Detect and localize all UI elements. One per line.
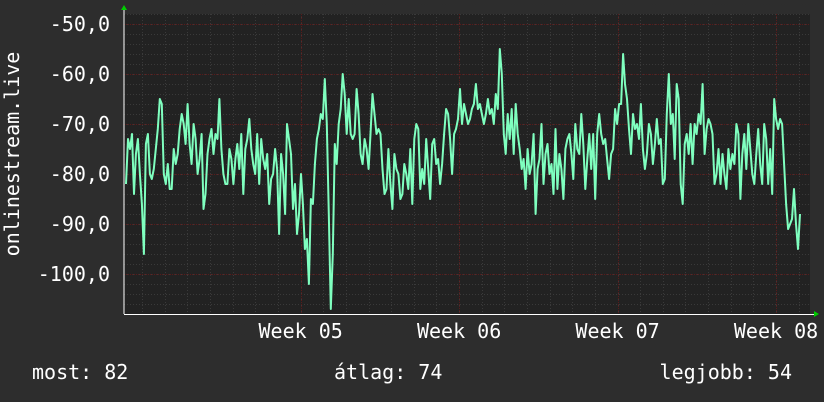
y-tick-label: -80,0: [50, 162, 110, 186]
y-tick-label: -50,0: [50, 12, 110, 36]
y-tick-label: -90,0: [50, 212, 110, 236]
series-line: [125, 48, 801, 310]
y-axis-ticks: -50,0 -60,0 -70,0 -80,0 -90,0 -100,0: [38, 12, 110, 286]
best-stat: legjobb: 54: [659, 360, 792, 384]
y-tick-label: -60,0: [50, 62, 110, 86]
x-tick-label: Week 07: [575, 319, 659, 343]
stats-bar: most: 82 átlag: 74 legjobb: 54: [0, 360, 824, 390]
x-tick-label: Week 06: [417, 319, 501, 343]
x-axis-ticks: Week 05 Week 06 Week 07 Week 08: [258, 319, 818, 343]
y-axis-label: onlinestream.live: [0, 52, 24, 257]
x-tick-label: Week 08: [734, 319, 818, 343]
average-stat: átlag: 74: [334, 360, 443, 384]
x-axis-arrow: [814, 311, 819, 317]
y-tick-label: -70,0: [50, 112, 110, 136]
y-tick-label: -100,0: [38, 262, 110, 286]
current-stat: most: 82: [32, 360, 129, 384]
x-tick-label: Week 05: [258, 319, 342, 343]
y-axis-arrow: [121, 5, 127, 10]
axes: [121, 5, 819, 317]
